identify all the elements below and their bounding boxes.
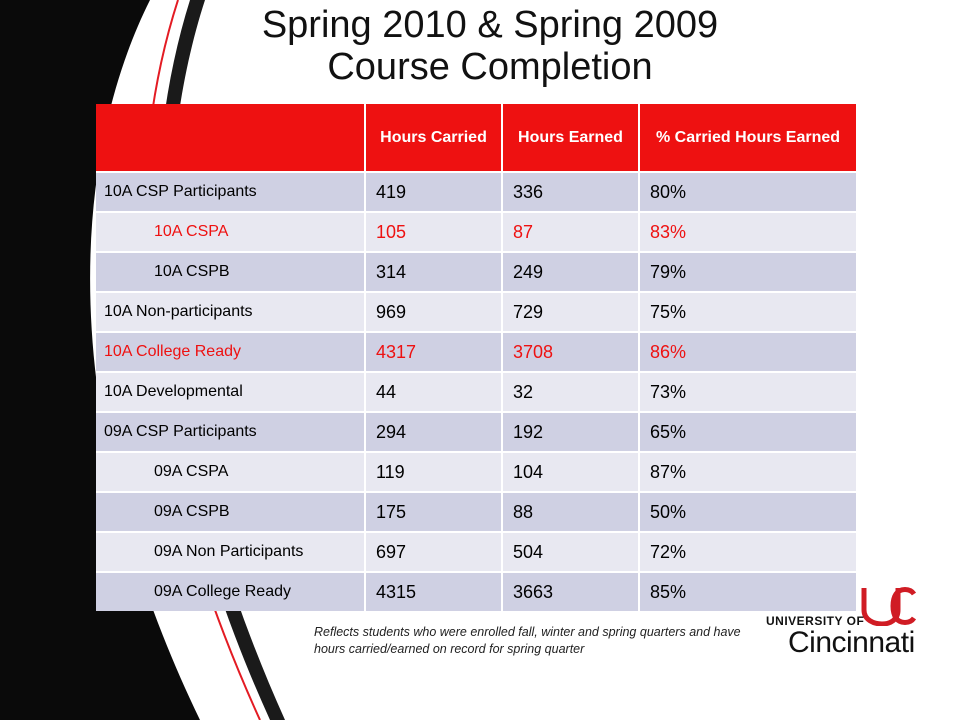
row-hours-carried: 419 bbox=[364, 171, 501, 211]
table-body: 10A CSP Participants 419 336 80% 10A CSPA 105… bbox=[96, 171, 856, 611]
table-row: 09A CSPA 119 104 87% bbox=[96, 451, 856, 491]
table-row: 10A CSP Participants 419 336 80% bbox=[96, 171, 856, 211]
row-label: 09A CSPA bbox=[96, 451, 364, 491]
row-hours-carried: 119 bbox=[364, 451, 501, 491]
row-pct-earned: 75% bbox=[638, 291, 856, 331]
header-label bbox=[96, 104, 364, 171]
row-label: 10A CSPB bbox=[96, 251, 364, 291]
row-hours-carried: 175 bbox=[364, 491, 501, 531]
row-hours-carried: 314 bbox=[364, 251, 501, 291]
logo-university-of: UNIVERSITY OF bbox=[766, 614, 865, 628]
row-label: 10A College Ready bbox=[96, 331, 364, 371]
row-label: 09A CSPB bbox=[96, 491, 364, 531]
row-label: 10A CSP Participants bbox=[96, 171, 364, 211]
table-row: 10A Developmental 44 32 73% bbox=[96, 371, 856, 411]
table-row: 10A CSPA 105 87 83% bbox=[96, 211, 856, 251]
title-line-2: Course Completion bbox=[327, 46, 653, 88]
row-label: 09A Non Participants bbox=[96, 531, 364, 571]
row-label: 10A CSPA bbox=[96, 211, 364, 251]
university-logo: UNIVERSITY OF Cincinnati bbox=[766, 586, 926, 662]
row-label: 10A Non-participants bbox=[96, 291, 364, 331]
row-hours-earned: 104 bbox=[501, 451, 638, 491]
row-label: 10A Developmental bbox=[96, 371, 364, 411]
footnote: Reflects students who were enrolled fall… bbox=[314, 625, 741, 656]
row-pct-earned: 50% bbox=[638, 491, 856, 531]
table-row: 09A College Ready 4315 3663 85% bbox=[96, 571, 856, 611]
row-hours-earned: 88 bbox=[501, 491, 638, 531]
row-pct-earned: 83% bbox=[638, 211, 856, 251]
row-pct-earned: 86% bbox=[638, 331, 856, 371]
row-hours-earned: 192 bbox=[501, 411, 638, 451]
row-hours-earned: 3708 bbox=[501, 331, 638, 371]
table-row: 10A Non-participants 969 729 75% bbox=[96, 291, 856, 331]
uc-logo-mark bbox=[861, 587, 917, 626]
row-hours-earned: 3663 bbox=[501, 571, 638, 611]
table-row: 09A Non Participants 697 504 72% bbox=[96, 531, 856, 571]
row-hours-carried: 697 bbox=[364, 531, 501, 571]
table-row: 09A CSPB 175 88 50% bbox=[96, 491, 856, 531]
black-swoosh bbox=[0, 0, 200, 720]
row-hours-carried: 294 bbox=[364, 411, 501, 451]
row-pct-earned: 87% bbox=[638, 451, 856, 491]
row-pct-earned: 73% bbox=[638, 371, 856, 411]
header-pct-earned: % Carried Hours Earned bbox=[638, 104, 856, 171]
row-pct-earned: 79% bbox=[638, 251, 856, 291]
row-hours-earned: 336 bbox=[501, 171, 638, 211]
row-pct-earned: 65% bbox=[638, 411, 856, 451]
table-row: 10A CSPB 314 249 79% bbox=[96, 251, 856, 291]
row-pct-earned: 85% bbox=[638, 571, 856, 611]
row-hours-carried: 105 bbox=[364, 211, 501, 251]
table-row: 09A CSP Participants 294 192 65% bbox=[96, 411, 856, 451]
row-hours-earned: 504 bbox=[501, 531, 638, 571]
row-hours-earned: 87 bbox=[501, 211, 638, 251]
table-row: 10A College Ready 4317 3708 86% bbox=[96, 331, 856, 371]
table-header-row: Hours Carried Hours Earned % Carried Hou… bbox=[96, 104, 856, 171]
logo-cincinnati: Cincinnati bbox=[788, 626, 915, 659]
row-pct-earned: 80% bbox=[638, 171, 856, 211]
row-pct-earned: 72% bbox=[638, 531, 856, 571]
row-hours-carried: 969 bbox=[364, 291, 501, 331]
row-hours-earned: 729 bbox=[501, 291, 638, 331]
row-hours-earned: 249 bbox=[501, 251, 638, 291]
header-hours-carried: Hours Carried bbox=[364, 104, 501, 171]
row-hours-earned: 32 bbox=[501, 371, 638, 411]
title-line-1: Spring 2010 & Spring 2009 bbox=[261, 4, 719, 46]
row-label: 09A CSP Participants bbox=[96, 411, 364, 451]
row-hours-carried: 44 bbox=[364, 371, 501, 411]
row-hours-carried: 4317 bbox=[364, 331, 501, 371]
row-hours-carried: 4315 bbox=[364, 571, 501, 611]
row-label: 09A College Ready bbox=[96, 571, 364, 611]
header-hours-earned: Hours Earned bbox=[501, 104, 638, 171]
completion-table: Hours Carried Hours Earned % Carried Hou… bbox=[96, 104, 856, 611]
page-title: Spring 2010 & Spring 2009 Course Complet… bbox=[130, 4, 850, 88]
